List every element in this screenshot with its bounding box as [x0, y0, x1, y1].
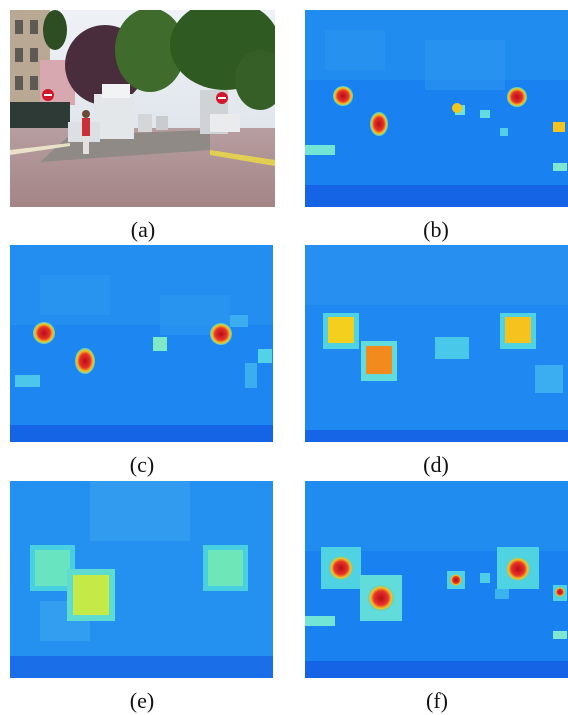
panel-a-caption: (a)	[130, 217, 156, 242]
panel-c-heatmap	[10, 245, 273, 442]
panel-d-caption: (d)	[423, 452, 449, 477]
panel-d-heatmap	[305, 245, 568, 442]
panel-a-photo	[10, 10, 275, 207]
panel-b-caption: (b)	[423, 217, 449, 242]
panel-e-heatmap	[10, 481, 273, 678]
panel-b-heatmap	[305, 10, 568, 207]
panel-f-caption: (f)	[426, 688, 448, 713]
panel-e-caption: (e)	[129, 688, 155, 713]
panel-f-heatmap	[305, 481, 568, 678]
panel-c-caption: (c)	[129, 452, 155, 477]
